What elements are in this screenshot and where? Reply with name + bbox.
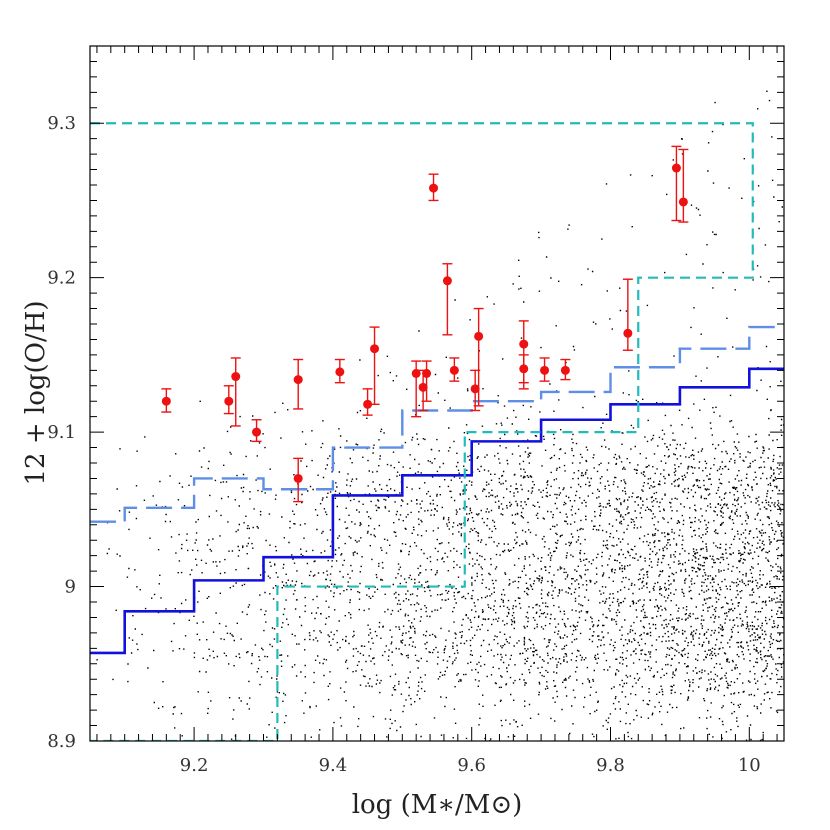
y-tick-label: 9.2 <box>47 268 76 289</box>
red-data-point <box>473 307 484 407</box>
background-points <box>96 90 784 741</box>
red-data-point <box>362 388 373 416</box>
x-tick-label: 10 <box>738 755 761 776</box>
y-tick-label: 9.3 <box>47 113 76 134</box>
y-tick-label: 9 <box>65 577 76 598</box>
red-data-point <box>428 173 439 202</box>
red-data-point <box>223 385 234 415</box>
red-data-point <box>622 278 633 351</box>
y-tick-label: 9.1 <box>47 422 76 443</box>
background-point-cloud <box>96 90 784 741</box>
y-tick-label: 8.9 <box>47 731 76 752</box>
axis-ticks <box>90 46 784 741</box>
red-data-point <box>671 145 682 222</box>
x-tick-label: 9.2 <box>180 755 209 776</box>
red-data-point <box>293 457 304 503</box>
tick-marks <box>90 46 784 741</box>
y-axis-title: 12 + log(O/H) <box>21 300 51 485</box>
axis-tick-labels: 9.2 9.4 9.6 9.8 10 8.9 9 9.1 9.2 9.3 <box>47 113 760 776</box>
dashed-lightblue-step-line <box>90 325 784 523</box>
red-data-point <box>442 263 453 336</box>
red-data-point <box>518 354 529 390</box>
red-data-point <box>369 326 380 406</box>
red-data-point <box>560 358 571 381</box>
red-data-point <box>449 357 460 382</box>
red-data-point <box>678 148 689 223</box>
red-data-point <box>421 360 432 402</box>
red-data-point <box>334 358 345 384</box>
x-tick-label: 9.8 <box>596 755 625 776</box>
x-tick-label: 9.4 <box>319 755 348 776</box>
red-data-point <box>251 419 262 443</box>
red-data-points <box>161 145 689 503</box>
red-data-point <box>470 369 481 412</box>
red-data-point <box>411 360 422 418</box>
red-data-point <box>539 357 550 382</box>
solid-blue-step-line <box>90 367 784 655</box>
red-data-point <box>161 388 172 413</box>
plot-frame <box>89 45 785 742</box>
red-data-point <box>293 358 304 410</box>
dashed-cyan-box-outline <box>90 122 754 741</box>
x-axis-title: log (M∗/M⊙) <box>352 790 523 820</box>
model-lines <box>90 122 784 741</box>
x-tick-label: 9.6 <box>457 755 486 776</box>
red-data-point <box>230 357 241 427</box>
